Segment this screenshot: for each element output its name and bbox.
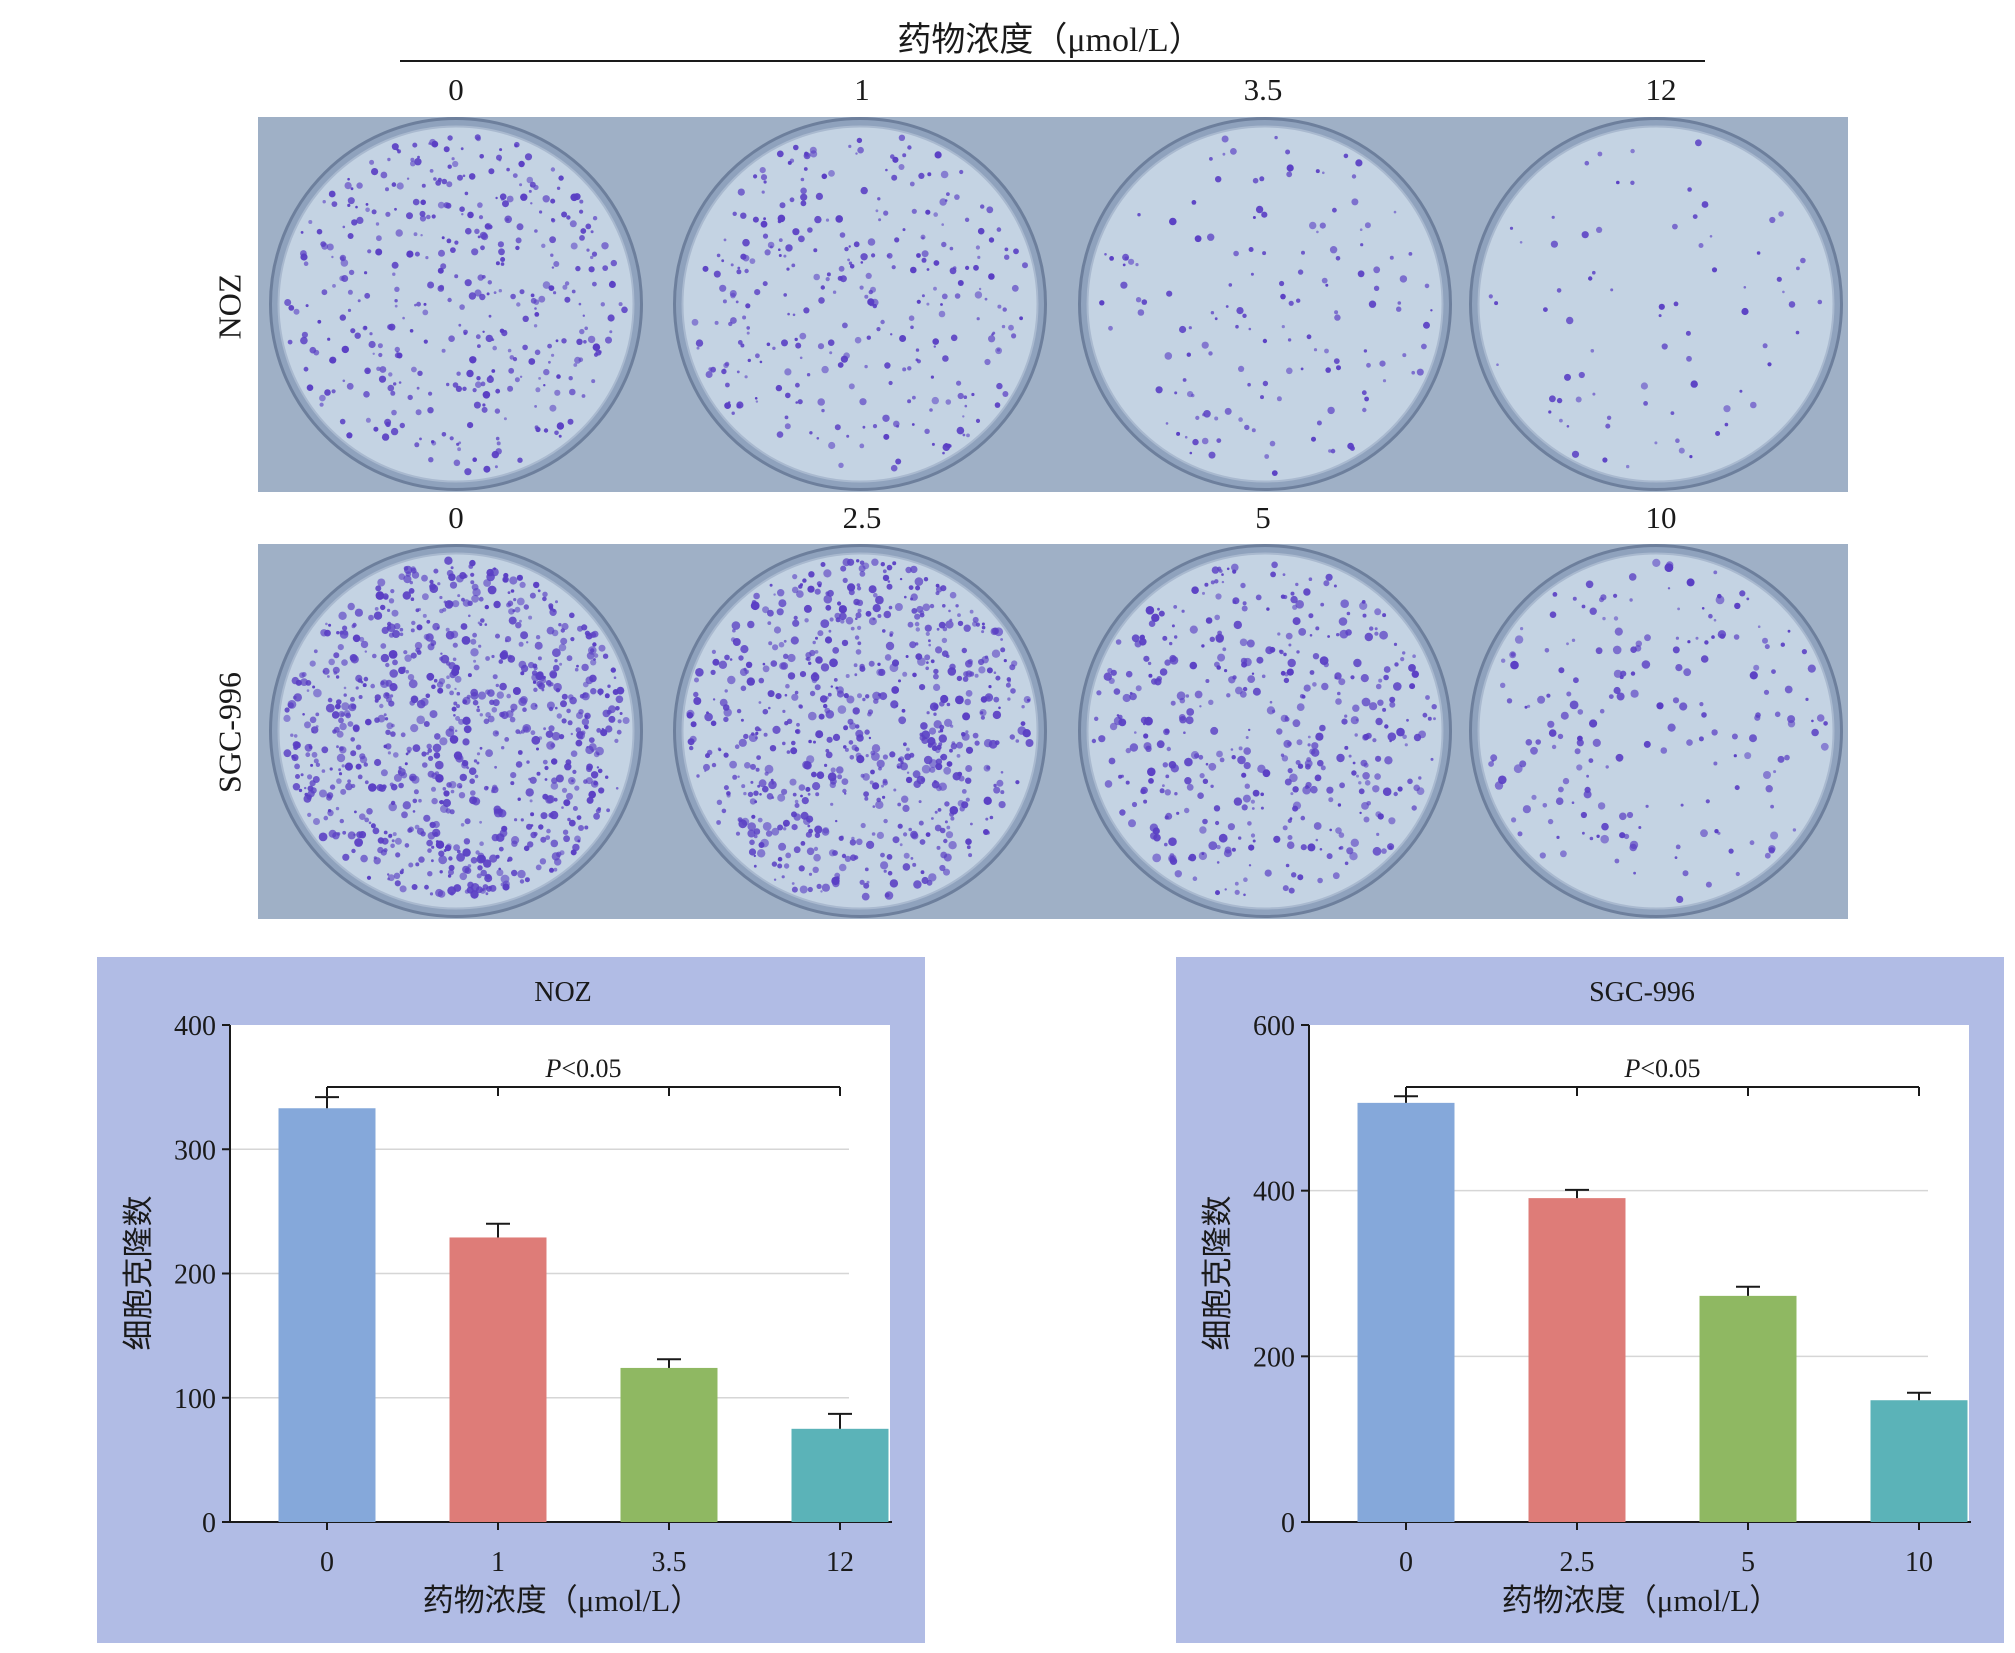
- x-tick-label: 2.5: [1560, 1547, 1595, 1578]
- y-axis-label: 细胞克隆数: [121, 1196, 156, 1351]
- x-tick-label: 5: [1741, 1547, 1755, 1578]
- chart-title: NOZ: [534, 977, 592, 1008]
- noz-colony-plates: [258, 117, 1848, 492]
- row-label-noz: NOZ: [211, 273, 248, 340]
- y-tick-label: 400: [174, 1011, 216, 1042]
- bar: [1357, 1102, 1455, 1522]
- bar: [278, 1108, 376, 1522]
- significance-bracket: [1405, 1086, 1920, 1096]
- y-tick-label: 300: [174, 1135, 216, 1166]
- sgc996-concentration-label: 5: [1255, 500, 1271, 535]
- culture-plate: [258, 117, 654, 492]
- sgc996-bar-chart: 0 200 400 600 0 2.5 5 10 P<0.05 SGC-996 药物浓度（μmol/…: [1200, 977, 1971, 1618]
- culture-plate: [1464, 117, 1848, 492]
- chart-title: SGC-996: [1589, 977, 1695, 1008]
- sgc996-colony-plates: [258, 544, 1848, 919]
- y-tick-label: 100: [174, 1384, 216, 1415]
- row-label-sgc996: SGC-996: [211, 672, 248, 793]
- bar: [1870, 1400, 1968, 1522]
- x-axis-label: 药物浓度（μmol/L）: [423, 1583, 701, 1618]
- noz-chart-panel: 0 100 200 300 400 0 1 3.5 12 P<0.05 NOZ 药物浓度（μmol/L…: [97, 957, 925, 1643]
- noz-concentration-label: 1: [854, 72, 870, 107]
- x-axis-label: 药物浓度（μmol/L）: [1502, 1583, 1780, 1618]
- y-tick-label: 0: [202, 1508, 216, 1539]
- y-tick-label: 200: [174, 1260, 216, 1291]
- bar: [1528, 1198, 1626, 1522]
- significance-label: P<0.05: [544, 1054, 621, 1083]
- sgc996-concentration-label: 2.5: [842, 500, 882, 535]
- y-tick-label: 0: [1281, 1508, 1295, 1539]
- sgc996-concentration-label: 0: [448, 500, 464, 535]
- y-axis-label: 细胞克隆数: [1200, 1196, 1235, 1351]
- culture-plate: [1464, 544, 1848, 919]
- x-tick-label: 10: [1905, 1547, 1933, 1578]
- x-tick-label: 3.5: [652, 1547, 687, 1578]
- y-tick-label: 400: [1253, 1177, 1295, 1208]
- culture-plate: [1066, 117, 1464, 492]
- sgc996-concentration-label: 10: [1645, 500, 1677, 535]
- x-tick-label: 0: [1399, 1547, 1413, 1578]
- bar: [620, 1367, 718, 1522]
- figure-header-title: 药物浓度（μmol/L）: [897, 22, 1203, 59]
- significance-label: P<0.05: [1623, 1054, 1700, 1083]
- y-tick-label: 600: [1253, 1011, 1295, 1042]
- bar: [791, 1428, 889, 1522]
- culture-plate: [654, 117, 1066, 492]
- y-tick-label: 200: [1253, 1342, 1295, 1373]
- noz-concentration-label: 3.5: [1243, 72, 1283, 107]
- x-tick-label: 12: [826, 1547, 854, 1578]
- noz-concentration-label: 12: [1645, 72, 1677, 107]
- x-tick-label: 0: [320, 1547, 334, 1578]
- header-divider: [400, 60, 1705, 62]
- sgc996-chart-panel: 0 200 400 600 0 2.5 5 10 P<0.05 SGC-996 药物浓度（μmol/…: [1176, 957, 2004, 1643]
- noz-bar-chart: 0 100 200 300 400 0 1 3.5 12 P<0.05 NOZ 药物浓度（μmol/L…: [121, 977, 892, 1618]
- significance-bracket: [326, 1086, 841, 1096]
- noz-concentration-label: 0: [448, 72, 464, 107]
- culture-plate: [258, 544, 654, 919]
- culture-plate: [654, 544, 1066, 919]
- bar: [449, 1237, 547, 1522]
- culture-plate: [1066, 544, 1464, 919]
- x-tick-label: 1: [491, 1547, 505, 1578]
- bar: [1699, 1295, 1797, 1522]
